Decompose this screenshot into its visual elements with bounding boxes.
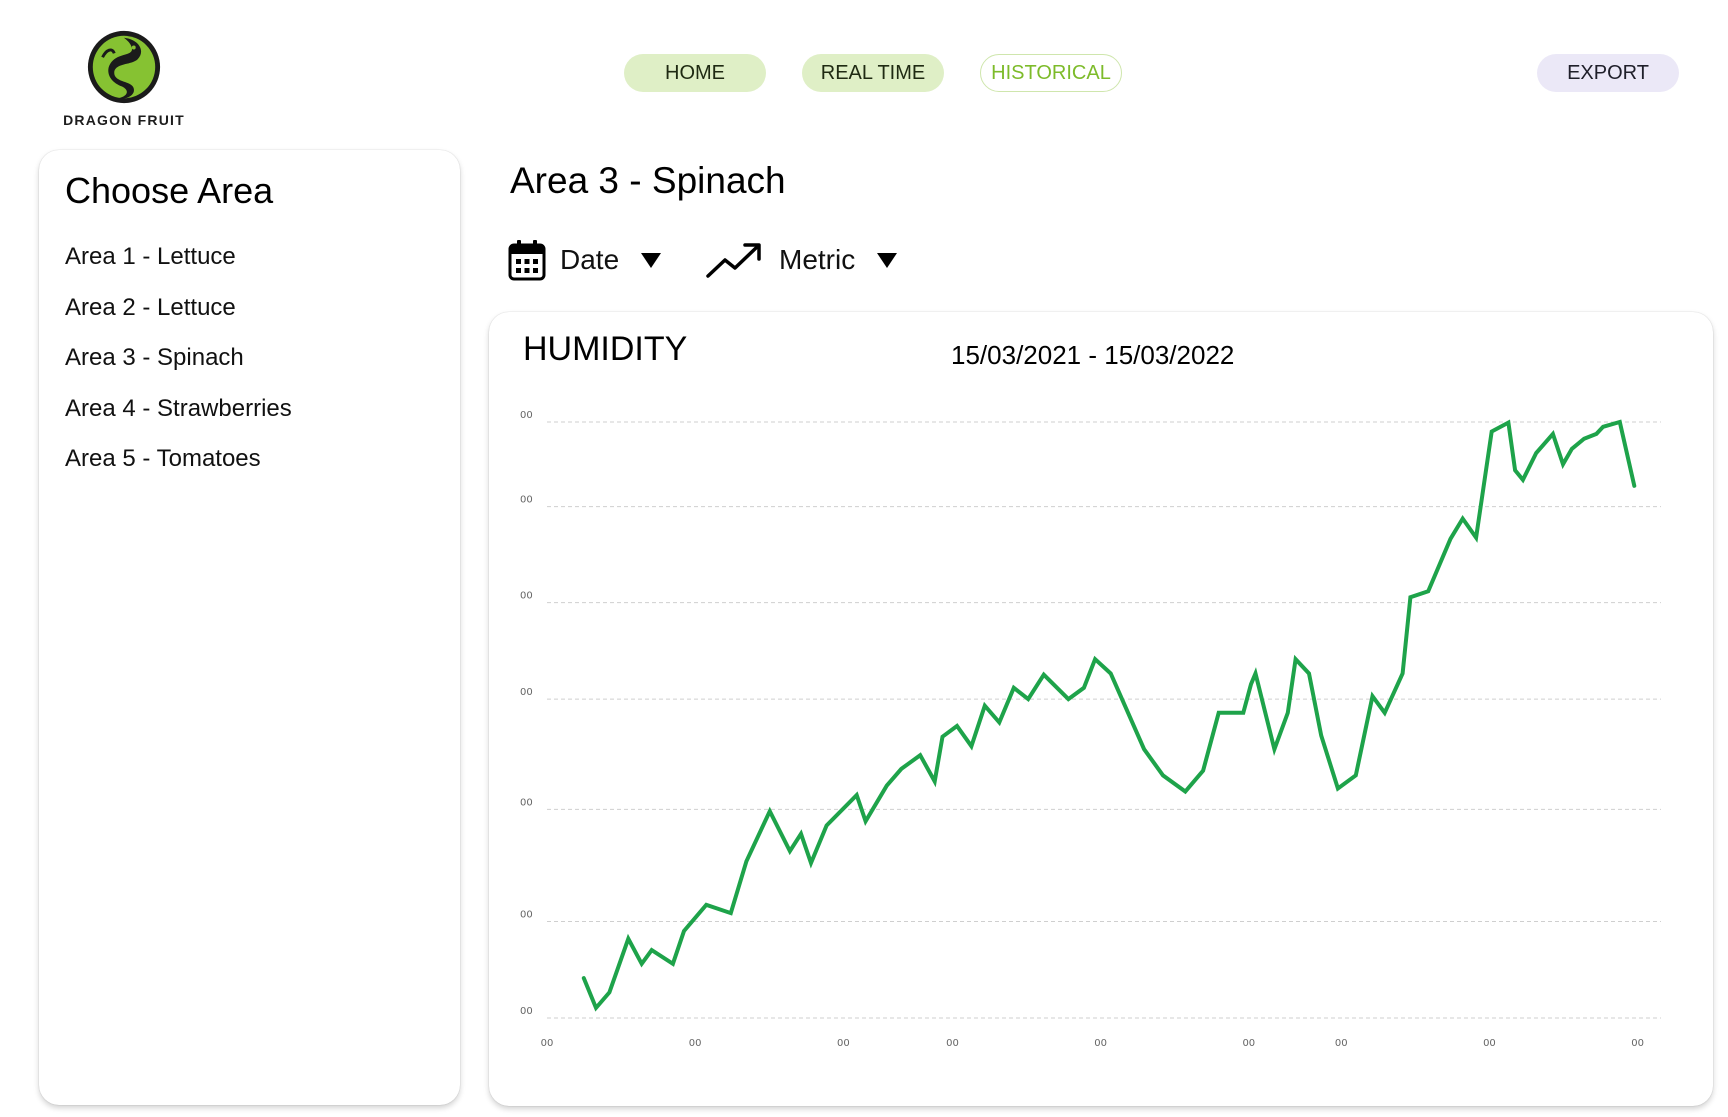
series-line-humidity [581, 419, 1637, 1012]
area-item-5[interactable]: Area 5 - Tomatoes [65, 445, 261, 472]
x-tick-label: 00 [1631, 1038, 1644, 1049]
x-tick-label: 00 [1335, 1038, 1348, 1049]
x-tick-label: 00 [946, 1038, 959, 1049]
caret-down-icon [877, 252, 898, 268]
y-tick-label: 00 [520, 495, 533, 506]
date-label: Date [560, 244, 620, 275]
y-tick-label: 00 [520, 410, 533, 421]
y-tick-label: 00 [520, 909, 533, 920]
calendar-icon [508, 240, 546, 281]
area-item-3[interactable]: Area 3 - Spinach [65, 344, 244, 371]
area-item-2[interactable]: Area 2 - Lettuce [65, 293, 236, 321]
y-tick-label: 00 [520, 591, 533, 602]
trend-up-icon [706, 243, 761, 278]
x-tick-label: 00 [1094, 1038, 1107, 1049]
caret-down-icon [641, 252, 662, 268]
y-tick-label: 00 [520, 1006, 533, 1017]
area-item-4[interactable]: Area 4 - Strawberries [65, 394, 292, 422]
area-list: Area 1 - Lettuce Area 2 - Lettuce Area 3… [65, 232, 292, 485]
metric-label: Metric [779, 244, 856, 275]
y-tick-label: 00 [520, 687, 533, 698]
nav-home-button[interactable]: HOME [624, 54, 766, 92]
metric-dropdown[interactable]: Metric [705, 236, 898, 284]
chart-panel: HUMIDITY 15/03/2021 - 15/03/2022 00 00 00 0… [489, 312, 1713, 1106]
page-title: Area 3 - Spinach [510, 160, 786, 201]
y-tick-label: 00 [520, 797, 533, 808]
nav-realtime-button[interactable]: REAL TIME [802, 54, 944, 92]
x-tick-label: 00 [689, 1038, 702, 1049]
x-tick-label: 00 [1483, 1038, 1496, 1049]
chart-date-range: 15/03/2021 - 15/03/2022 [951, 340, 1235, 370]
nav-historical-button[interactable]: HISTORICAL [980, 54, 1122, 92]
x-tick-label: 00 [837, 1038, 850, 1049]
humidity-chart: 00 00 00 00 00 00 00 00 00 00 00 00 00 00 00 00 [520, 410, 1661, 1049]
date-dropdown[interactable]: Date [508, 236, 662, 284]
x-tick-label: 00 [1242, 1038, 1255, 1049]
chart-title: HUMIDITY [523, 330, 688, 368]
x-tick-label: 00 [541, 1038, 554, 1049]
area-chooser-panel: Choose Area Area 1 - Lettuce Area 2 - Le… [39, 150, 460, 1105]
area-panel-title: Choose Area [65, 170, 274, 211]
area-item-1[interactable]: Area 1 - Lettuce [65, 243, 236, 270]
export-button[interactable]: EXPORT [1537, 54, 1679, 92]
dragon-logo-icon [87, 30, 161, 104]
brand-name: DRAGON FRUIT [63, 112, 185, 128]
brand-logo[interactable]: DRAGON FRUIT [58, 28, 190, 128]
